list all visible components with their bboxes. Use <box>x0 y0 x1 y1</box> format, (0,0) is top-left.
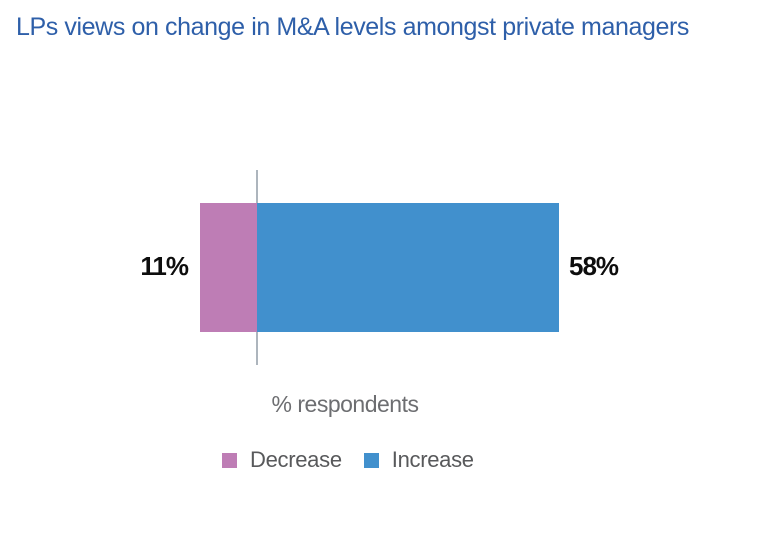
chart-title: LPs views on change in M&A levels amongs… <box>16 13 689 41</box>
legend-item-increase: Increase <box>363 447 474 472</box>
bar-decrease <box>199 203 257 332</box>
legend-swatch-decrease-icon <box>222 452 237 468</box>
legend: Decrease Increase <box>222 449 474 471</box>
legend-swatch-increase-icon <box>363 452 379 468</box>
bar-increase <box>257 203 559 332</box>
legend-label-increase: Increase <box>391 447 474 472</box>
legend-item-decrease: Decrease <box>222 449 342 471</box>
decrease-value-label: 11% <box>140 251 189 281</box>
increase-value-label: 58% <box>569 251 619 281</box>
x-axis-label: % respondents <box>271 391 419 417</box>
legend-label-decrease: Decrease <box>250 447 342 472</box>
